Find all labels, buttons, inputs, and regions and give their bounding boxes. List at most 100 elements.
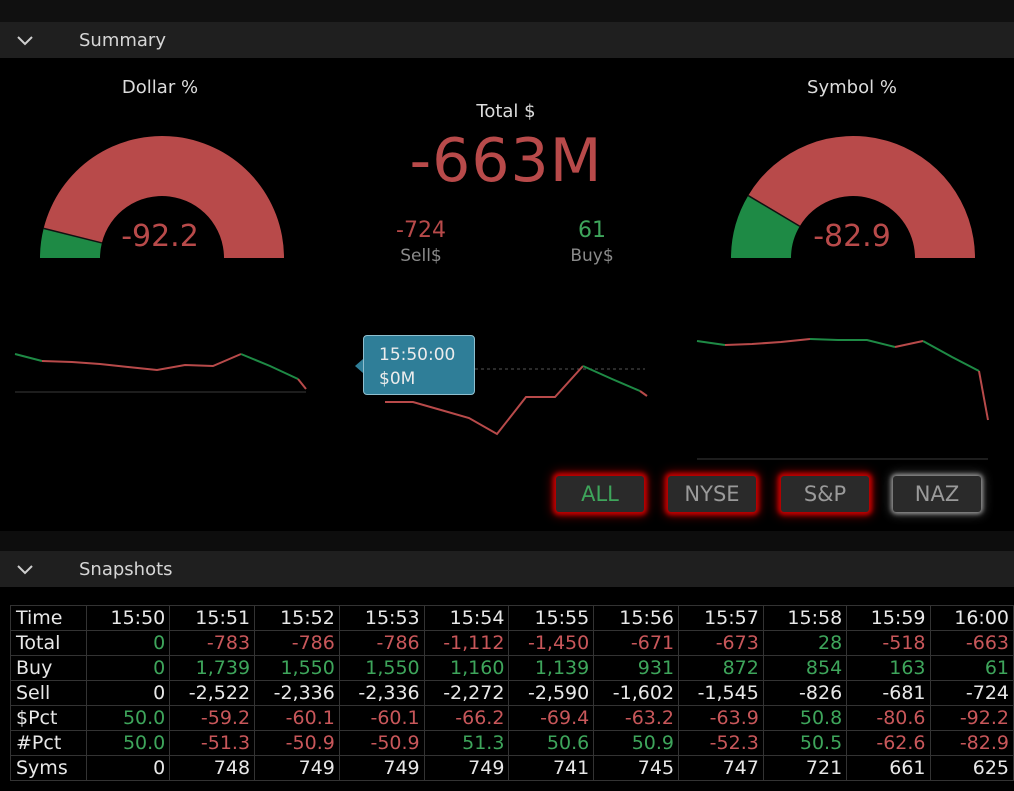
sell-value: -724 — [396, 218, 446, 243]
dollar-gauge-title: Dollar % — [121, 77, 199, 98]
total-sparkline-neg — [385, 365, 584, 436]
table-row: Syms 0 748 749 749 749 741 745 747 721 661 625 — [10, 755, 1014, 781]
symbol-sparkline-neg — [724, 338, 811, 346]
table-header-row: Time 15:50 15:51 15:52 15:53 15:54 15:55 15:56 1… — [10, 605, 1014, 631]
table-cell: -786 — [254, 630, 340, 656]
table-cell: 749 — [254, 755, 340, 781]
snapshots-section-header[interactable]: Snapshots — [0, 551, 1014, 587]
summary-title: Summary — [79, 29, 166, 51]
table-cell: 1,139 — [508, 655, 595, 681]
filter-naz-button[interactable]: NAZ — [893, 476, 981, 512]
table-cell: -518 — [846, 630, 931, 656]
sell-label: Sell$ — [400, 246, 442, 266]
table-cell: -2,590 — [508, 680, 595, 706]
table-cell: -69.4 — [508, 705, 595, 731]
table-cell: 0 — [85, 680, 171, 706]
dollar-sparkline-pos — [14, 353, 43, 362]
total-sparkline-pos — [582, 365, 641, 392]
table-column-header: 15:54 — [423, 605, 510, 631]
total-value: -663M — [409, 126, 603, 196]
summary-section-header[interactable]: Summary — [0, 22, 1014, 58]
table-cell: 0 — [85, 655, 171, 681]
symbol-sparkline-pos — [696, 340, 726, 346]
symbol-gauge-title: Symbol % — [807, 77, 897, 98]
symbol-sparkline — [696, 338, 989, 460]
table-cell: -724 — [929, 680, 1014, 706]
table-row-header: Syms — [10, 755, 87, 781]
table-cell: 0 — [85, 755, 171, 781]
gauge-divider — [747, 194, 801, 227]
snapshots-title: Snapshots — [79, 558, 173, 580]
table-column-header: 15:59 — [846, 605, 931, 631]
table-cell: -1,602 — [593, 680, 680, 706]
table-cell: -50.9 — [338, 730, 425, 756]
chevron-down-icon[interactable] — [16, 33, 34, 47]
chevron-down-icon[interactable] — [16, 562, 34, 576]
table-column-header: 15:55 — [508, 605, 595, 631]
tooltip-time: 15:50:00 — [379, 345, 456, 365]
table-cell: 50.6 — [508, 730, 595, 756]
table-cell: -2,522 — [169, 680, 256, 706]
table-cell: -63.9 — [678, 705, 764, 731]
table-row: Buy 0 1,739 1,550 1,550 1,160 1,139 931 872 854 16… — [10, 655, 1014, 681]
table-cell: -1,112 — [423, 630, 510, 656]
table-cell: 872 — [678, 655, 764, 681]
table-cell: -66.2 — [423, 705, 510, 731]
table-cell: 854 — [762, 655, 848, 681]
table-cell: -786 — [338, 630, 425, 656]
table-cell: -59.2 — [169, 705, 256, 731]
table-cell: 163 — [846, 655, 931, 681]
buy-label: Buy$ — [570, 246, 614, 266]
table-row: Sell 0 -2,522 -2,336 -2,336 -2,272 -2,590 -1,60… — [10, 680, 1014, 706]
table-cell: 745 — [593, 755, 680, 781]
table-cell: -671 — [593, 630, 680, 656]
table-column-header: 15:50 — [85, 605, 171, 631]
table-cell: 0 — [85, 630, 171, 656]
table-cell: -82.9 — [929, 730, 1014, 756]
table-cell: -673 — [678, 630, 764, 656]
gauge-negative-segment — [43, 136, 284, 258]
gauge-divider — [43, 227, 103, 244]
table-cell: -60.1 — [254, 705, 340, 731]
table-cell: 749 — [338, 755, 425, 781]
table-cell: 747 — [678, 755, 764, 781]
table-cell: 50.5 — [762, 730, 848, 756]
gauge-positive-segment — [40, 228, 102, 258]
symbol-sparkline-neg-2 — [894, 340, 924, 348]
snapshots-table: Time 15:50 15:51 15:52 15:53 15:54 15:55 15:56 1… — [10, 605, 1014, 781]
table-column-header: 15:52 — [254, 605, 340, 631]
table-cell: 625 — [929, 755, 1014, 781]
table-row-header: Sell — [10, 680, 87, 706]
table-cell: 51.3 — [423, 730, 510, 756]
filter-nyse-button[interactable]: NYSE — [668, 476, 756, 512]
table-cell: 748 — [169, 755, 256, 781]
symbol-gauge-value: -82.9 — [813, 219, 891, 254]
top-strip — [0, 0, 1014, 22]
table-cell: 1,550 — [254, 655, 340, 681]
total-sparkline-neg-2 — [639, 390, 648, 397]
table-cell: 741 — [508, 755, 595, 781]
table-column-header: 16:00 — [929, 605, 1014, 631]
chart-tooltip: 15:50:00 $0M — [363, 335, 475, 395]
table-corner-header: Time — [10, 605, 87, 631]
table-cell: 50.0 — [85, 705, 171, 731]
dollar-sparkline-neg — [41, 353, 242, 372]
table-cell: -1,450 — [508, 630, 595, 656]
dollar-sparkline-pos-2 — [240, 353, 299, 380]
table-cell: -52.3 — [678, 730, 764, 756]
table-row: Total 0 -783 -786 -786 -1,112 -1,450 -671 -673 28… — [10, 630, 1014, 656]
symbol-sparkline-neg-3 — [978, 370, 989, 421]
symbol-gauge — [731, 136, 975, 258]
table-cell: -62.6 — [846, 730, 931, 756]
table-cell: 50.9 — [593, 730, 680, 756]
table-row-header: Total — [10, 630, 87, 656]
table-cell: 50.0 — [85, 730, 171, 756]
filter-all-button[interactable]: ALL — [556, 476, 644, 512]
table-row-header: #Pct — [10, 730, 87, 756]
table-cell: -826 — [762, 680, 848, 706]
table-row-header: $Pct — [10, 705, 87, 731]
filter-sp-button[interactable]: S&P — [781, 476, 869, 512]
total-label: Total $ — [476, 101, 536, 122]
table-cell: -663 — [929, 630, 1014, 656]
table-cell: 1,550 — [338, 655, 425, 681]
